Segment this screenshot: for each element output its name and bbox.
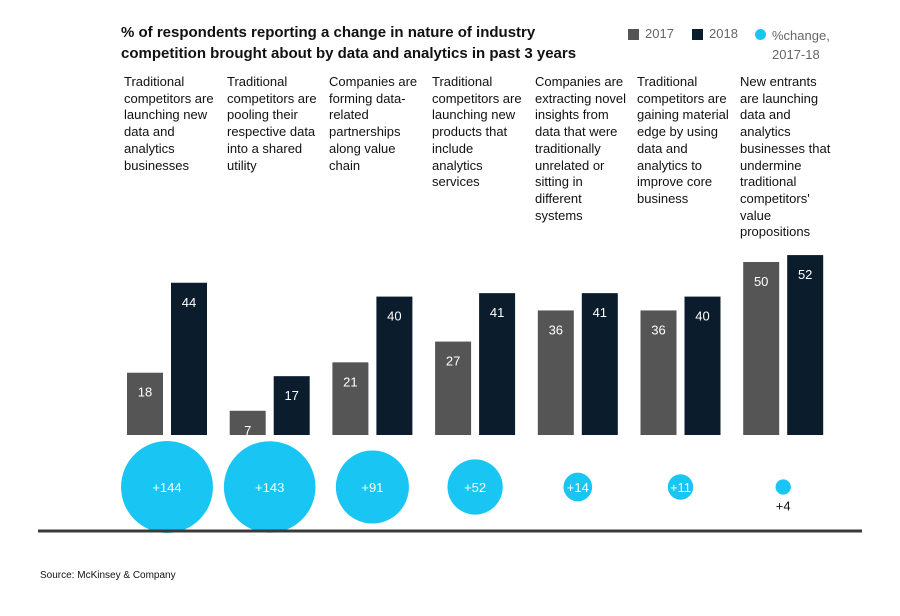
bar-label-2017-1: 18: [138, 385, 152, 400]
change-bubble-1: [121, 441, 213, 533]
bar-label-2017-2: 7: [244, 423, 251, 438]
category-label-5: Companies are extracting novel insights …: [535, 74, 627, 223]
category-label-6: Traditional competitors are gaining mate…: [637, 74, 729, 206]
bar-2018-4: [479, 293, 516, 435]
bar-2018-6: [684, 296, 721, 435]
category-label-3: Companies are forming data-related partn…: [329, 74, 418, 173]
change-bubble-6: [667, 474, 694, 500]
bar-2018-2: [273, 376, 310, 435]
source-note: Source: McKinsey & Company: [40, 570, 176, 581]
legend-swatch-2018: [692, 29, 703, 40]
bar-label-2017-7: 50: [754, 274, 768, 289]
legend-item-change: %change, 2017-18: [755, 26, 842, 64]
bar-2017-7: [743, 262, 780, 435]
category-label-4: Traditional competitors are launching ne…: [432, 74, 522, 190]
change-bubble-7: [775, 479, 791, 495]
change-label-4: +52: [464, 480, 486, 495]
change-bubble-5: [563, 472, 593, 502]
bar-2018-3: [376, 296, 413, 435]
bar-label-2018-1: 44: [182, 295, 196, 310]
bar-label-2017-3: 21: [343, 374, 357, 389]
bar-2017-4: [435, 341, 472, 435]
legend-item-2018: 2018: [692, 26, 738, 41]
bar-label-2017-5: 36: [549, 322, 563, 337]
legend-label-2017: 2017: [645, 26, 674, 41]
bar-2017-3: [332, 362, 369, 435]
category-label-1: Traditional competitors are launching ne…: [124, 74, 214, 173]
bar-2018-5: [581, 293, 618, 435]
bar-label-2018-7: 52: [798, 267, 812, 282]
bar-2018-7: [787, 255, 824, 435]
bar-label-2018-4: 41: [490, 305, 504, 320]
change-label-7: +4: [776, 499, 791, 514]
legend-swatch-2017: [628, 29, 639, 40]
bar-2017-5: [537, 310, 574, 435]
change-label-2: +143: [255, 480, 284, 495]
category-label-2: Traditional competitors are pooling thei…: [227, 74, 317, 173]
change-bubble-4: [447, 459, 503, 515]
bar-2017-1: [127, 372, 163, 435]
change-label-6: +11: [670, 480, 691, 495]
category-label-7: New entrants are launching data and anal…: [740, 74, 831, 240]
bar-2018-1: [171, 282, 207, 435]
bar-label-2018-6: 40: [695, 309, 709, 324]
bar-label-2018-2: 17: [284, 388, 298, 403]
bar-label-2017-6: 36: [651, 322, 665, 337]
change-label-1: +144: [152, 480, 181, 495]
change-bubble-2: [223, 441, 316, 533]
change-label-5: +14: [567, 480, 589, 495]
legend-label-change: %change, 2017-18: [772, 28, 830, 62]
bar-2017-6: [640, 310, 677, 435]
bar-2017-2: [229, 410, 266, 435]
bar-label-2018-3: 40: [387, 309, 401, 324]
bar-label-2018-5: 41: [593, 305, 607, 320]
legend-label-2018: 2018: [709, 26, 738, 41]
change-label-3: +91: [361, 480, 383, 495]
chart-title: % of respondents reporting a change in n…: [121, 24, 577, 62]
legend-item-2017: 2017: [628, 26, 674, 41]
legend-swatch-change: [755, 29, 766, 40]
change-bubble-3: [335, 450, 409, 524]
bar-label-2017-4: 27: [446, 354, 460, 369]
